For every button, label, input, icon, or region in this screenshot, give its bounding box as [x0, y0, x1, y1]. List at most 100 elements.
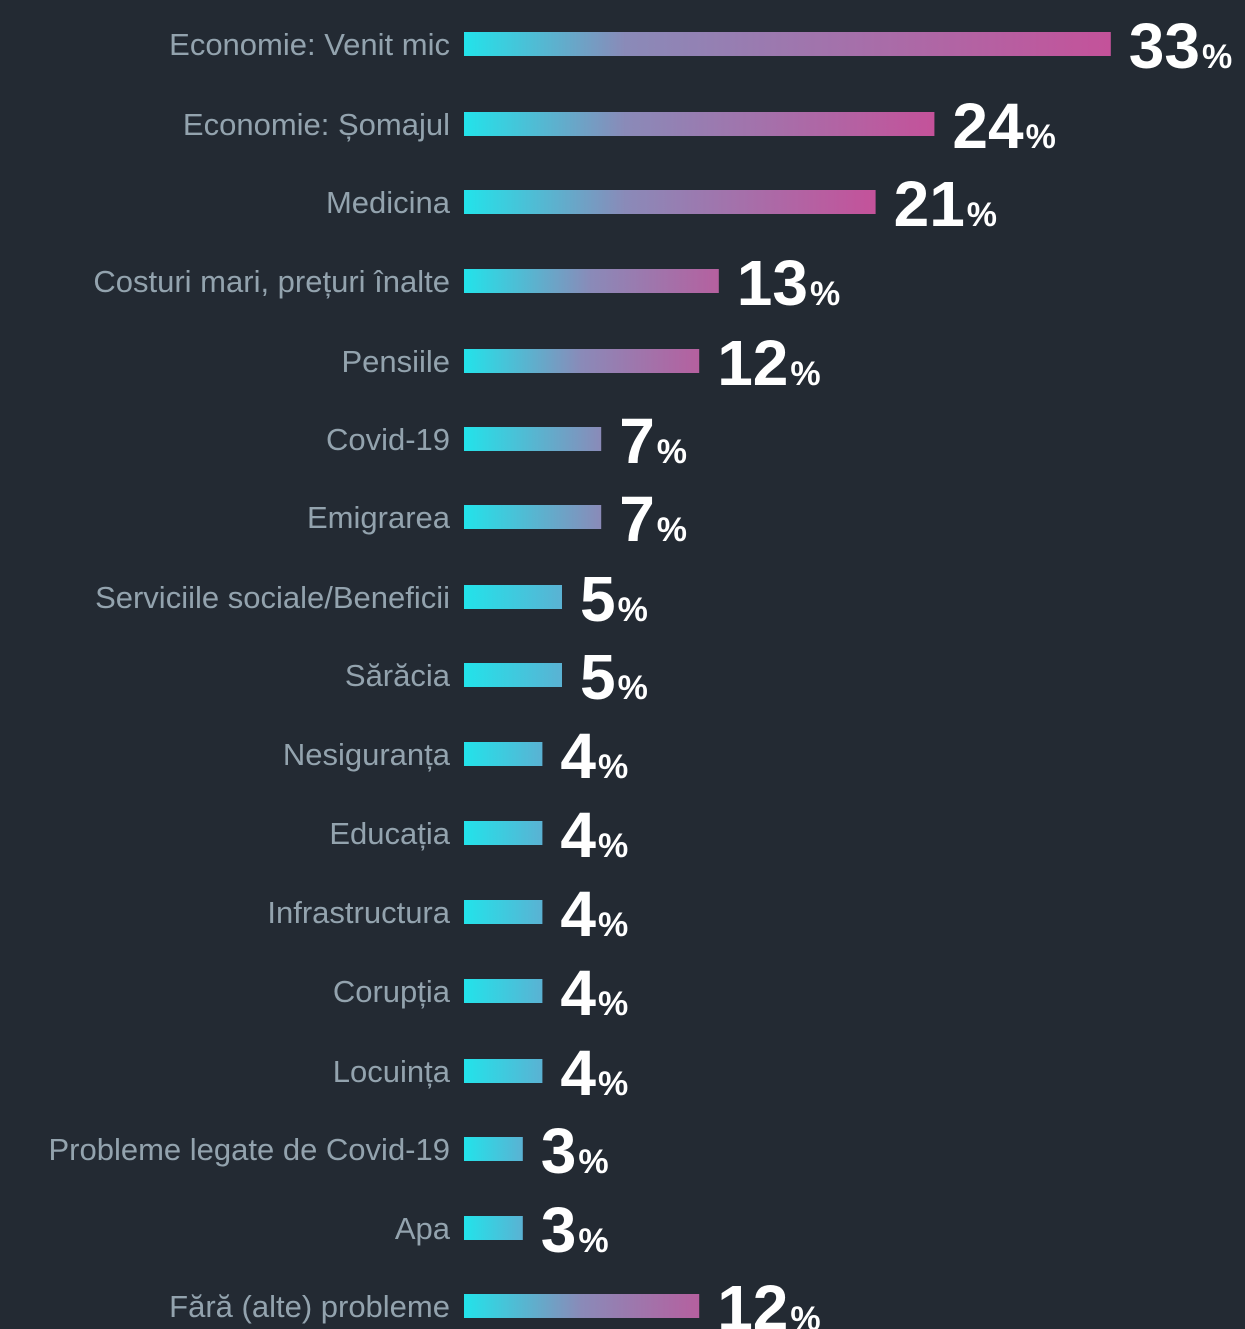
bar: [464, 112, 935, 136]
bar: [464, 900, 543, 924]
bar: [464, 1294, 700, 1318]
bar: [464, 979, 543, 1003]
bar: [464, 505, 602, 529]
value-percent-sign: %: [967, 196, 997, 234]
value-percent-sign: %: [790, 355, 820, 393]
bar: [464, 821, 543, 845]
category-label: Infrastructura: [267, 895, 450, 930]
category-label: Apa: [395, 1211, 451, 1246]
value-number: 5: [580, 563, 616, 635]
value-label: 5%: [580, 563, 648, 635]
category-label: Emigrarea: [307, 500, 451, 535]
value-percent-sign: %: [598, 827, 628, 865]
value-label: 4%: [560, 957, 628, 1029]
value-percent-sign: %: [657, 433, 687, 471]
value-number: 4: [560, 1037, 596, 1109]
value-percent-sign: %: [618, 591, 648, 629]
value-label: 33%: [1129, 10, 1232, 82]
value-label: 4%: [560, 799, 628, 871]
category-label: Costuri mari, prețuri înalte: [93, 264, 450, 299]
value-label: 12%: [717, 327, 820, 399]
value-percent-sign: %: [657, 511, 687, 549]
bar: [464, 269, 719, 293]
bar-row: Educația 4%: [329, 799, 628, 871]
value-percent-sign: %: [598, 985, 628, 1023]
category-label: Probleme legate de Covid-19: [48, 1132, 450, 1167]
category-label: Sărăcia: [345, 658, 451, 693]
bar: [464, 349, 700, 373]
bar: [464, 1059, 543, 1083]
value-label: 4%: [560, 1037, 628, 1109]
bar-row: Costuri mari, prețuri înalte 13%: [93, 247, 840, 319]
value-percent-sign: %: [578, 1143, 608, 1181]
bar: [464, 427, 602, 451]
value-number: 4: [560, 878, 596, 950]
value-percent-sign: %: [1026, 118, 1056, 156]
value-number: 4: [560, 720, 596, 792]
bar: [464, 1137, 523, 1161]
value-percent-sign: %: [578, 1222, 608, 1260]
value-label: 5%: [580, 641, 648, 713]
value-percent-sign: %: [1202, 38, 1232, 76]
value-percent-sign: %: [618, 669, 648, 707]
category-label: Corupția: [333, 974, 451, 1009]
bar: [464, 32, 1111, 56]
value-number: 12: [717, 327, 788, 399]
value-label: 4%: [560, 720, 628, 792]
value-percent-sign: %: [598, 906, 628, 944]
category-label: Locuința: [333, 1054, 451, 1089]
value-percent-sign: %: [790, 1300, 820, 1329]
value-label: 4%: [560, 878, 628, 950]
bar: [464, 190, 876, 214]
bar: [464, 663, 562, 687]
value-label: 24%: [952, 90, 1055, 162]
category-label: Economie: Șomajul: [183, 107, 450, 142]
value-number: 5: [580, 641, 616, 713]
category-label: Nesiguranța: [283, 737, 451, 772]
bar-row: Probleme legate de Covid-19 3%: [48, 1115, 608, 1187]
bar-row: Fără (alte) probleme 12%: [169, 1272, 820, 1329]
value-percent-sign: %: [810, 275, 840, 313]
value-number: 21: [894, 168, 965, 240]
value-number: 12: [717, 1272, 788, 1329]
value-number: 7: [619, 405, 655, 477]
chart-rows: Economie: Venit mic 33% Economie: Șomajul 2…: [48, 10, 1232, 1329]
value-number: 24: [952, 90, 1024, 162]
category-label: Fără (alte) probleme: [169, 1289, 450, 1324]
category-label: Pensiile: [341, 344, 450, 379]
category-label: Covid-19: [326, 422, 450, 457]
value-label: 13%: [737, 247, 840, 319]
bar-row: Corupția 4%: [333, 957, 628, 1029]
bar: [464, 742, 543, 766]
value-label: 3%: [541, 1115, 609, 1187]
value-label: 12%: [717, 1272, 820, 1329]
value-number: 4: [560, 799, 596, 871]
bar: [464, 585, 562, 609]
bar-row: Sărăcia 5%: [345, 641, 648, 713]
value-label: 7%: [619, 483, 687, 555]
value-number: 3: [541, 1194, 577, 1266]
value-number: 13: [737, 247, 808, 319]
bar-row: Economie: Șomajul 24%: [183, 90, 1056, 162]
bar-row: Medicina 21%: [326, 168, 997, 240]
value-number: 3: [541, 1115, 577, 1187]
bar-row: Nesiguranța 4%: [283, 720, 628, 792]
category-label: Economie: Venit mic: [169, 27, 450, 62]
category-label: Serviciile sociale/Beneficii: [95, 580, 450, 615]
category-label: Educația: [329, 816, 450, 851]
bar-row: Locuința 4%: [333, 1037, 628, 1109]
bar-row: Infrastructura 4%: [267, 878, 628, 950]
bar-row: Emigrarea 7%: [307, 483, 687, 555]
value-percent-sign: %: [598, 1065, 628, 1103]
bar-row: Covid-19 7%: [326, 405, 687, 477]
value-percent-sign: %: [598, 748, 628, 786]
bar-row: Apa 3%: [395, 1194, 609, 1266]
value-number: 33: [1129, 10, 1200, 82]
value-number: 4: [560, 957, 596, 1029]
bar: [464, 1216, 523, 1240]
bar-row: Economie: Venit mic 33%: [169, 10, 1232, 82]
value-label: 3%: [541, 1194, 609, 1266]
bar-row: Serviciile sociale/Beneficii 5%: [95, 563, 648, 635]
value-number: 7: [619, 483, 655, 555]
